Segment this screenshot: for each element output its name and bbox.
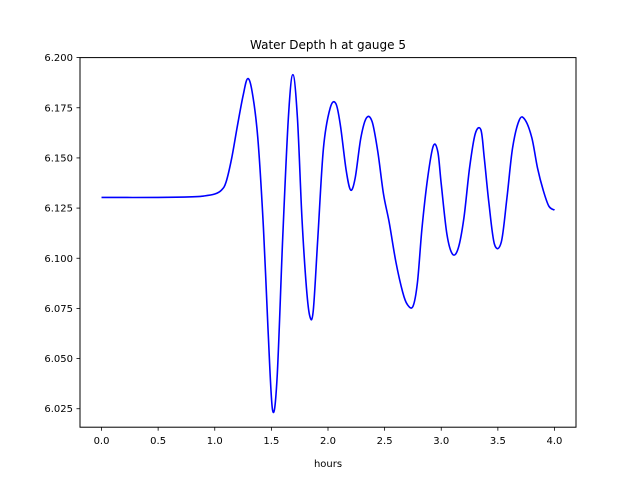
x-tick-label: 4.0	[547, 436, 563, 447]
series-line-0	[101, 73, 555, 414]
plot-area	[101, 73, 555, 414]
y-tick-label: 6.075	[44, 304, 73, 315]
y-tick-label: 6.200	[44, 53, 73, 64]
x-tick-label: 2.0	[320, 436, 336, 447]
x-tick-label: 3.5	[490, 436, 506, 447]
x-tick-label: 2.5	[377, 436, 393, 447]
x-axis: 0.0 0.5 1.0 1.5 2.0 2.5 3.0 3.5 4.0	[94, 427, 563, 447]
x-axis-label: hours	[314, 459, 342, 470]
y-tick-label: 6.025	[44, 404, 73, 415]
y-tick-label: 6.125	[44, 204, 73, 215]
y-tick-label: 6.050	[44, 354, 73, 365]
x-tick-label: 0.0	[94, 436, 110, 447]
x-tick-label: 0.5	[150, 436, 166, 447]
x-tick-label: 1.0	[207, 436, 223, 447]
y-tick-label: 6.150	[44, 153, 73, 164]
y-tick-label: 6.175	[44, 103, 73, 114]
y-axis: 6.025 6.050 6.075 6.100 6.125 6.150 6.175 6.200	[44, 53, 80, 415]
y-tick-label: 6.100	[44, 254, 73, 265]
chart-title: Water Depth h at gauge 5	[250, 38, 406, 52]
x-tick-label: 1.5	[263, 436, 279, 447]
x-tick-label: 3.0	[433, 436, 449, 447]
